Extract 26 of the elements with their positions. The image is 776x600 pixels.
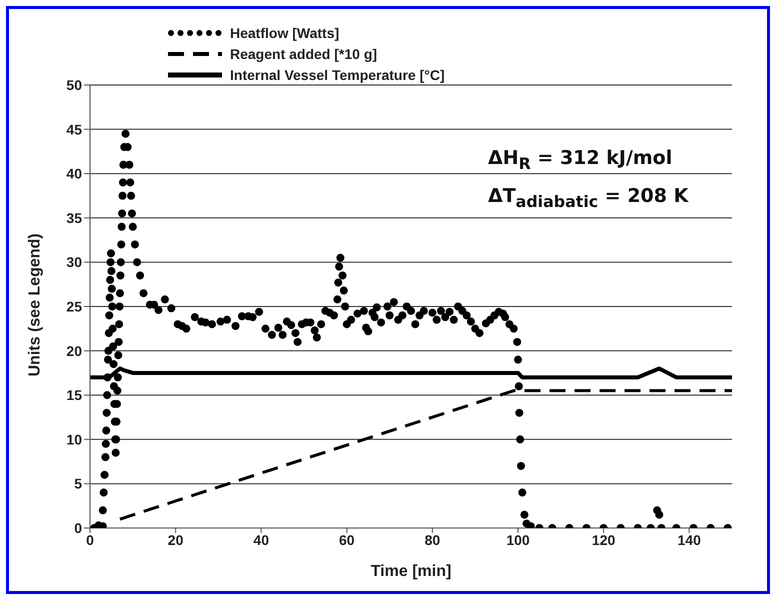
y-tick-label: 20 bbox=[66, 342, 82, 359]
x-tick-label: 80 bbox=[424, 532, 440, 548]
legend-label: Reagent added [*10 g] bbox=[230, 46, 378, 62]
y-tick-label: 40 bbox=[66, 166, 82, 182]
annotation: ΔT$_{adiabatic}$ = 208 K bbox=[488, 184, 688, 213]
y-axis-title: Units (see Legend) bbox=[26, 233, 44, 376]
y-tick-label: 25 bbox=[66, 298, 82, 314]
x-tick-label: 0 bbox=[86, 532, 94, 548]
x-axis-title: Time [min] bbox=[370, 563, 452, 580]
x-tick-label: 60 bbox=[339, 532, 355, 548]
y-tick-label: 35 bbox=[66, 210, 82, 226]
x-tick-label: 120 bbox=[592, 532, 616, 548]
y-tick-label: 30 bbox=[66, 254, 82, 270]
y-tick-label: 50 bbox=[66, 76, 82, 93]
x-tick-label: 20 bbox=[168, 532, 184, 548]
x-tick-label: 140 bbox=[678, 532, 702, 548]
x-tick-label: 100 bbox=[506, 532, 530, 548]
y-tick-label: 0 bbox=[74, 520, 82, 536]
legend-label: Heatflow [Watts] bbox=[230, 24, 340, 40]
y-tick-label: 15 bbox=[66, 387, 82, 404]
annotation: ΔH$_{R}$ = 312 kJ/mol bbox=[488, 146, 674, 175]
x-tick-label: 40 bbox=[253, 532, 270, 548]
y-tick-label: 45 bbox=[66, 121, 82, 138]
y-tick-label: 5 bbox=[74, 476, 82, 492]
legend-label: Internal Vessel Temperature [°C] bbox=[230, 66, 445, 82]
y-tick-label: 10 bbox=[66, 431, 82, 448]
